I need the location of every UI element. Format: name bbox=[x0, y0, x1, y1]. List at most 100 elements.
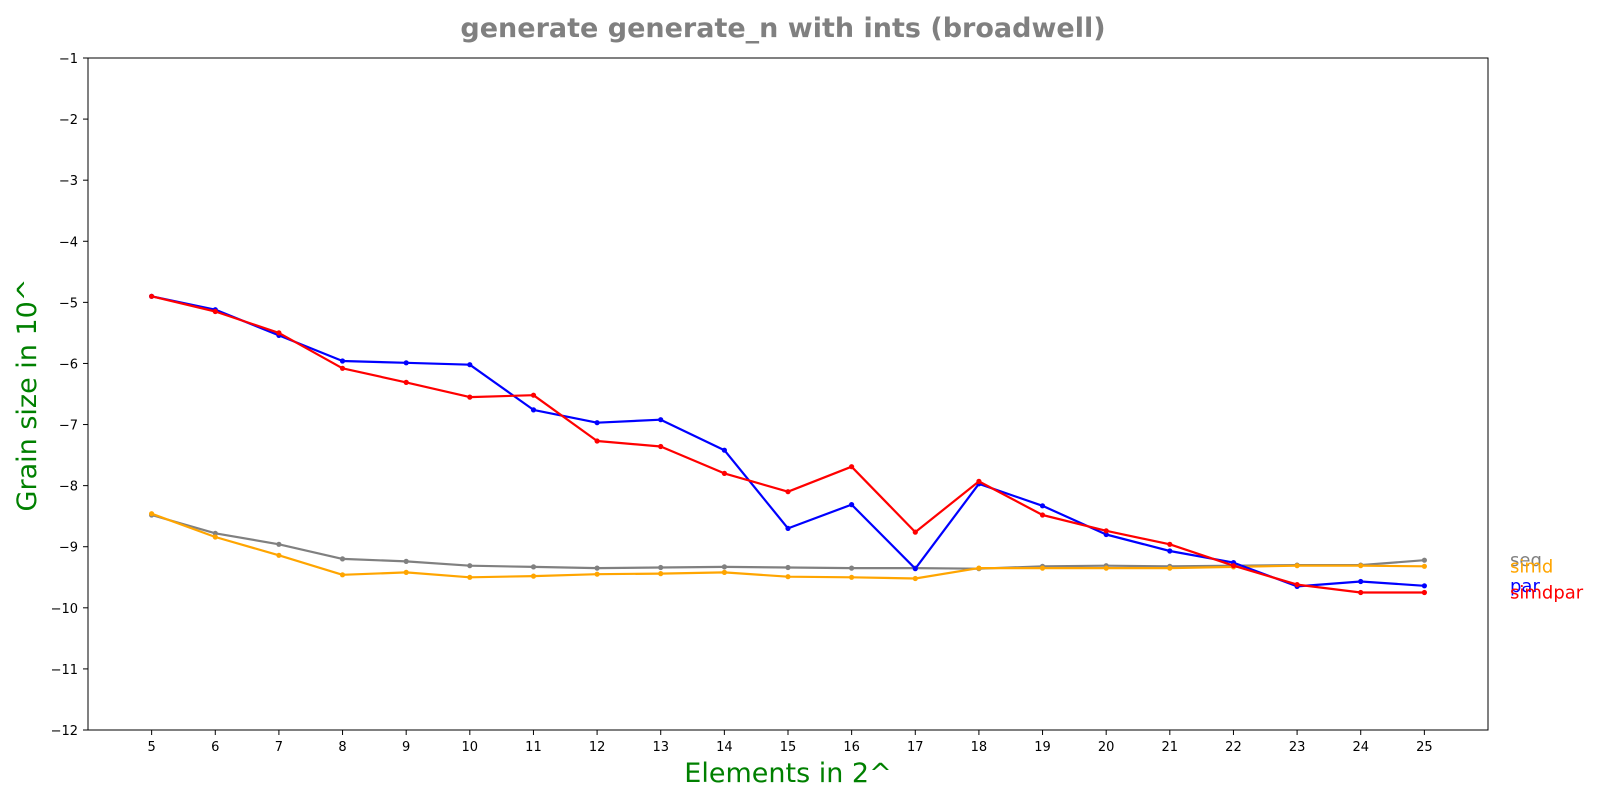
x-tick-label: 10 bbox=[462, 740, 479, 755]
data-point-simd bbox=[912, 575, 918, 582]
x-tick-label: 22 bbox=[1225, 740, 1242, 755]
x-tick-label: 23 bbox=[1289, 740, 1306, 755]
data-point-par bbox=[849, 502, 855, 508]
data-point-seq bbox=[403, 558, 409, 565]
x-tick-label: 19 bbox=[1034, 740, 1051, 755]
data-point-simdpar bbox=[1230, 563, 1237, 569]
x-tick-label: 11 bbox=[525, 740, 542, 755]
x-tick-label: 9 bbox=[402, 740, 410, 755]
data-point-seq bbox=[658, 564, 664, 571]
data-point-par bbox=[1167, 548, 1173, 554]
data-point-simdpar bbox=[849, 464, 855, 470]
data-point-simdpar bbox=[721, 470, 728, 476]
data-point-seq bbox=[212, 530, 218, 536]
data-point-par bbox=[1358, 578, 1364, 585]
data-point-par bbox=[339, 358, 346, 364]
x-tick-label: 12 bbox=[589, 740, 606, 755]
data-point-simd bbox=[721, 569, 728, 576]
axes-frame bbox=[87, 57, 1489, 731]
data-point-simdpar bbox=[1167, 541, 1173, 547]
data-point-par bbox=[785, 525, 791, 532]
x-tick-label: 24 bbox=[1352, 740, 1369, 755]
data-point-simd bbox=[1358, 563, 1364, 569]
data-point-simd bbox=[530, 573, 537, 579]
x-tick-label: 18 bbox=[971, 740, 988, 755]
data-point-simd bbox=[149, 511, 155, 517]
y-tick-label: −8 bbox=[59, 480, 78, 495]
data-point-seq bbox=[849, 565, 855, 571]
data-point-simdpar bbox=[276, 330, 282, 336]
data-point-seq bbox=[721, 564, 728, 570]
x-tick-label: 15 bbox=[780, 740, 797, 755]
data-point-simdpar bbox=[1103, 528, 1109, 534]
data-point-seq bbox=[530, 564, 537, 570]
series-line-par bbox=[151, 295, 1425, 588]
y-tick-label: −2 bbox=[59, 113, 78, 128]
data-point-seq bbox=[467, 563, 473, 569]
x-tick-label: 25 bbox=[1416, 740, 1433, 755]
data-point-simd bbox=[1103, 565, 1109, 571]
data-point-simdpar bbox=[149, 293, 155, 299]
y-tick-label: −6 bbox=[59, 357, 78, 372]
x-axis-label: Elements in 2^ bbox=[684, 758, 891, 789]
x-tick-label: 16 bbox=[843, 740, 860, 755]
data-point-simd bbox=[849, 574, 855, 580]
x-tick-label: 13 bbox=[652, 740, 669, 755]
y-tick-label: −7 bbox=[59, 419, 78, 434]
data-point-simdpar bbox=[1039, 512, 1046, 518]
plot-area: 5 6 7 8 9 10 11 12 13 14 15 16 17 18 19 20 21 22 23 24 25 −12… bbox=[51, 52, 1489, 755]
y-tick-label: −4 bbox=[59, 235, 78, 250]
data-point-par bbox=[1421, 583, 1427, 589]
data-point-simdpar bbox=[658, 443, 664, 450]
data-point-simd bbox=[1167, 565, 1173, 571]
data-point-simdpar bbox=[467, 394, 473, 400]
y-tick-label: −1 bbox=[59, 52, 78, 67]
data-point-par bbox=[912, 566, 918, 572]
data-point-par bbox=[403, 360, 409, 366]
series-line-simdpar bbox=[151, 295, 1425, 594]
data-point-par bbox=[721, 447, 728, 453]
y-tick-label: −5 bbox=[59, 296, 78, 311]
data-point-simdpar bbox=[1358, 589, 1364, 596]
y-axis-label: Grain size in 10^ bbox=[12, 279, 43, 512]
legend-label-simd: simd bbox=[1510, 556, 1553, 577]
x-tick-label: 14 bbox=[716, 740, 733, 755]
data-point-simd bbox=[467, 574, 473, 580]
legend-label-seq: seq bbox=[1510, 550, 1542, 571]
data-point-simdpar bbox=[1294, 582, 1300, 588]
y-tick-label: −11 bbox=[51, 663, 78, 678]
data-point-simdpar bbox=[912, 529, 918, 535]
data-point-simd bbox=[339, 572, 346, 578]
data-point-simd bbox=[1294, 563, 1300, 569]
data-point-par bbox=[1039, 503, 1046, 509]
data-point-simdpar bbox=[1421, 589, 1427, 596]
data-point-simdpar bbox=[976, 478, 982, 484]
data-point-simd bbox=[658, 571, 664, 577]
y-tick-label: −10 bbox=[51, 602, 78, 617]
data-point-simdpar bbox=[212, 308, 218, 315]
data-point-simdpar bbox=[339, 365, 346, 371]
data-point-simd bbox=[1421, 563, 1427, 569]
data-point-par bbox=[530, 407, 537, 413]
data-point-seq bbox=[1421, 557, 1427, 563]
x-tick-label: 5 bbox=[147, 740, 155, 755]
data-point-simdpar bbox=[594, 438, 600, 444]
data-point-simdpar bbox=[530, 392, 537, 398]
data-point-par bbox=[467, 362, 473, 368]
data-point-seq bbox=[785, 564, 791, 571]
data-point-simd bbox=[276, 552, 282, 558]
data-point-par bbox=[658, 417, 664, 423]
x-tick-label: 6 bbox=[211, 740, 219, 755]
data-point-seq bbox=[276, 541, 282, 547]
x-tick-label: 8 bbox=[338, 740, 346, 755]
data-point-simdpar bbox=[403, 379, 409, 385]
data-point-simd bbox=[976, 565, 982, 571]
y-tick-label: −12 bbox=[51, 724, 78, 739]
data-point-simd bbox=[403, 569, 409, 576]
x-tick-label: 17 bbox=[907, 740, 924, 755]
x-tick-label: 7 bbox=[275, 740, 283, 755]
data-point-par bbox=[1103, 531, 1109, 538]
y-tick-label: −9 bbox=[59, 541, 78, 556]
